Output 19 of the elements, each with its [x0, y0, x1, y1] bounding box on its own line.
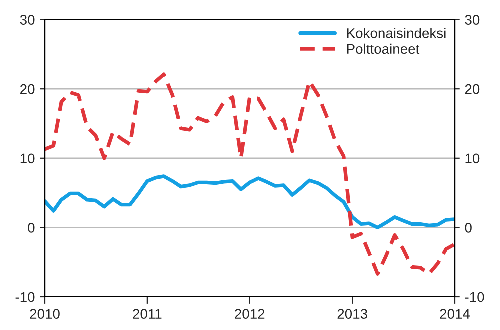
legend-label: Polttoaineet — [347, 44, 420, 54]
x-tick-label: 2014 — [440, 309, 470, 320]
x-tick-label: 2013 — [338, 309, 368, 320]
y2-tick-label: 10 — [466, 154, 480, 164]
y2-tick-label: 20 — [465, 84, 480, 94]
legend-label: Kokonaisindeksi — [347, 28, 446, 38]
y-tick-label: -10 — [16, 292, 35, 302]
y2-tick-label: -10 — [465, 292, 484, 302]
y-tick-label: 30 — [20, 15, 35, 25]
line-series — [45, 174, 455, 230]
x-tick-label: 2010 — [30, 309, 60, 320]
line-series — [45, 72, 455, 276]
y-tick-label: 20 — [20, 84, 35, 94]
y2-tick-label: 0 — [465, 223, 472, 233]
x-tick-label: 2011 — [133, 309, 162, 320]
y-tick-label: 0 — [28, 223, 35, 233]
y-tick-label: 10 — [20, 154, 35, 164]
x-tick-label: 2012 — [235, 309, 265, 320]
y2-tick-label: 30 — [465, 15, 480, 25]
